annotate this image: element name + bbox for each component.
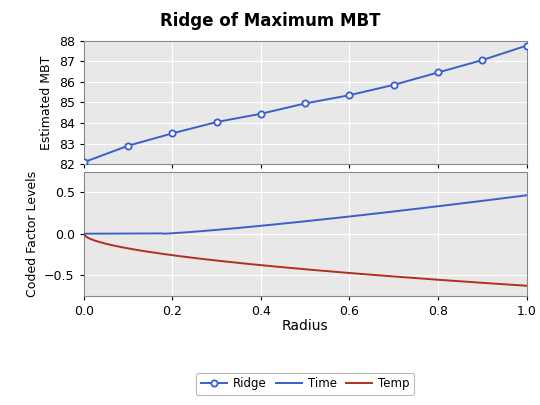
Y-axis label: Coded Factor Levels: Coded Factor Levels — [25, 171, 39, 297]
Text: Radius: Radius — [282, 319, 328, 333]
Legend: Ridge, Time, Temp: Ridge, Time, Temp — [196, 373, 414, 395]
Y-axis label: Estimated MBT: Estimated MBT — [40, 55, 53, 149]
Text: Ridge of Maximum MBT: Ridge of Maximum MBT — [160, 12, 380, 30]
